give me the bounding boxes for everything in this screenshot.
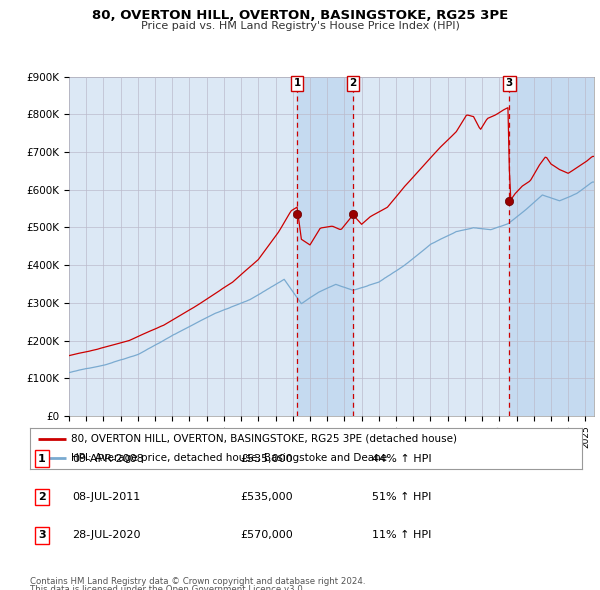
Text: 11% ↑ HPI: 11% ↑ HPI xyxy=(372,530,431,540)
Text: 51% ↑ HPI: 51% ↑ HPI xyxy=(372,492,431,502)
Text: HPI: Average price, detached house, Basingstoke and Deane: HPI: Average price, detached house, Basi… xyxy=(71,453,388,463)
Text: 3: 3 xyxy=(506,78,513,88)
Bar xyxy=(509,77,594,416)
Text: 2: 2 xyxy=(349,78,356,88)
Text: 08-JUL-2011: 08-JUL-2011 xyxy=(72,492,140,502)
Text: 2: 2 xyxy=(38,492,46,502)
Text: This data is licensed under the Open Government Licence v3.0.: This data is licensed under the Open Gov… xyxy=(30,585,305,590)
Text: Contains HM Land Registry data © Crown copyright and database right 2024.: Contains HM Land Registry data © Crown c… xyxy=(30,577,365,586)
Text: 1: 1 xyxy=(38,454,46,464)
Text: £535,000: £535,000 xyxy=(240,454,293,464)
Text: 80, OVERTON HILL, OVERTON, BASINGSTOKE, RG25 3PE (detached house): 80, OVERTON HILL, OVERTON, BASINGSTOKE, … xyxy=(71,434,457,444)
Text: 09-APR-2008: 09-APR-2008 xyxy=(72,454,144,464)
Text: 28-JUL-2020: 28-JUL-2020 xyxy=(72,530,140,540)
Text: Price paid vs. HM Land Registry's House Price Index (HPI): Price paid vs. HM Land Registry's House … xyxy=(140,21,460,31)
Text: £570,000: £570,000 xyxy=(240,530,293,540)
Text: 80, OVERTON HILL, OVERTON, BASINGSTOKE, RG25 3PE: 80, OVERTON HILL, OVERTON, BASINGSTOKE, … xyxy=(92,9,508,22)
Text: £535,000: £535,000 xyxy=(240,492,293,502)
Bar xyxy=(297,77,353,416)
Text: 44% ↑ HPI: 44% ↑ HPI xyxy=(372,454,431,464)
Text: 3: 3 xyxy=(38,530,46,540)
Text: 1: 1 xyxy=(293,78,301,88)
